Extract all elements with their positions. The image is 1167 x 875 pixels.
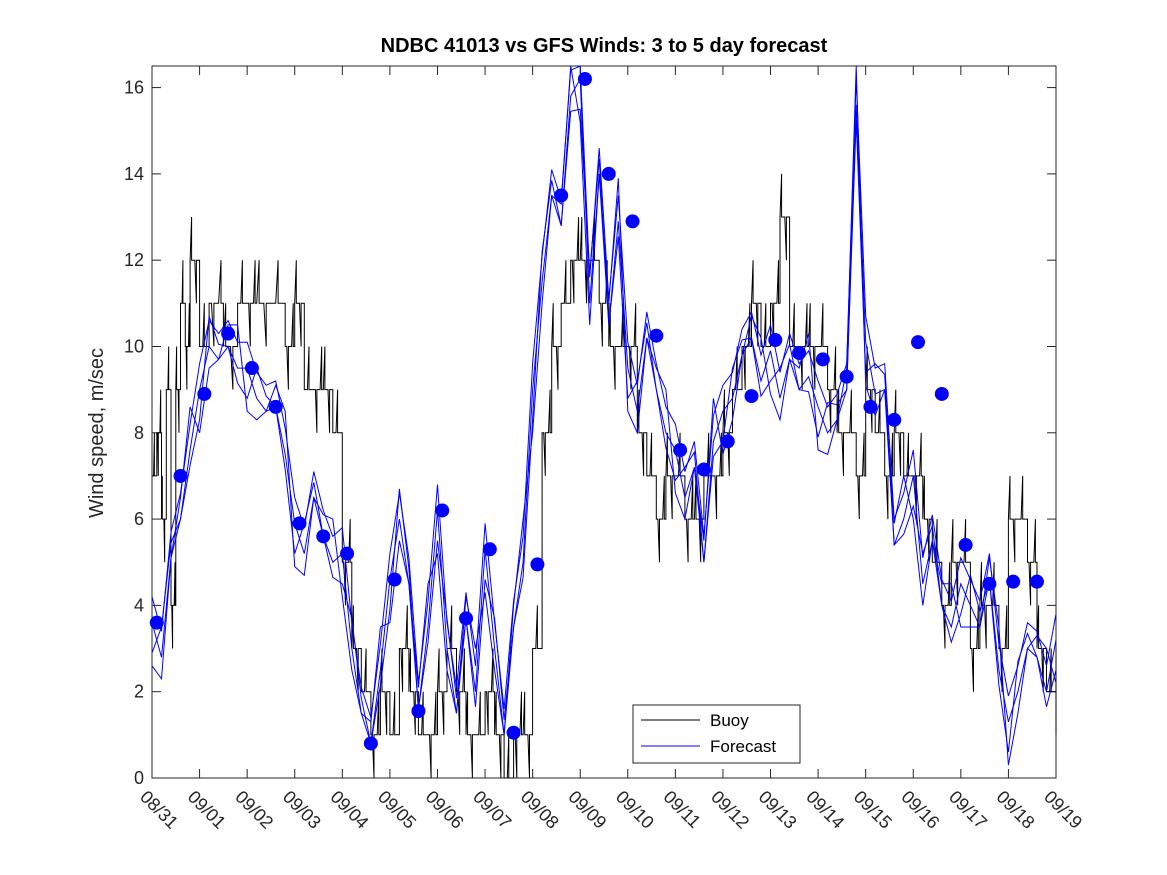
series-lines — [151, 65, 1057, 779]
x-tick-label: 09/13 — [755, 787, 801, 833]
x-tick-label: 09/12 — [707, 787, 753, 833]
y-tick-label: 0 — [134, 768, 144, 788]
forecast-marker — [149, 615, 164, 630]
forecast-marker — [792, 345, 807, 360]
plot-area — [151, 65, 1057, 779]
forecast-line — [151, 65, 1057, 766]
x-tick-label: 09/09 — [564, 787, 610, 833]
forecast-marker — [696, 462, 711, 477]
forecast-marker — [1006, 574, 1021, 589]
x-tick-label: 09/02 — [231, 787, 277, 833]
forecast-marker — [911, 335, 926, 350]
forecast-marker — [244, 361, 259, 376]
forecast-marker — [720, 434, 735, 449]
forecast-marker — [435, 503, 450, 518]
forecast-marker — [673, 443, 688, 458]
forecast-marker — [744, 389, 759, 404]
chart-title: NDBC 41013 vs GFS Winds: 3 to 5 day fore… — [381, 35, 828, 57]
buoy-line — [152, 173, 1057, 779]
forecast-marker — [958, 537, 973, 552]
forecast-line — [151, 108, 1057, 753]
x-tick-label: 09/05 — [374, 787, 420, 833]
forecast-marker — [221, 326, 236, 341]
legend: Buoy Forecast — [632, 704, 801, 764]
y-axis-ticks: 0 2 4 6 8 10 12 14 16 — [124, 78, 1056, 788]
forecast-marker — [577, 71, 592, 86]
forecast-marker — [887, 412, 902, 427]
x-tick-label: 09/17 — [945, 787, 991, 833]
forecast-marker — [839, 369, 854, 384]
forecast-marker — [268, 399, 283, 414]
forecast-marker — [554, 188, 569, 203]
forecast-line — [151, 65, 1057, 718]
x-tick-label: 09/15 — [850, 787, 896, 833]
y-tick-label: 4 — [134, 595, 144, 615]
y-tick-label: 14 — [124, 164, 144, 184]
x-tick-label: 09/10 — [612, 787, 658, 833]
forecast-marker — [530, 557, 545, 572]
y-tick-label: 12 — [124, 250, 144, 270]
y-tick-label: 6 — [134, 509, 144, 529]
forecast-marker — [340, 546, 355, 561]
x-tick-label: 08/31 — [136, 787, 182, 833]
forecast-marker — [601, 166, 616, 181]
x-tick-label: 09/06 — [422, 787, 468, 833]
forecast-marker — [934, 386, 949, 401]
x-tick-label: 09/01 — [184, 787, 230, 833]
x-tick-label: 09/14 — [802, 787, 848, 833]
forecast-marker — [863, 399, 878, 414]
x-tick-label: 09/16 — [897, 787, 943, 833]
forecast-marker — [197, 386, 212, 401]
legend-label-buoy: Buoy — [710, 711, 749, 730]
x-tick-label: 09/19 — [1040, 787, 1086, 833]
y-tick-label: 8 — [134, 423, 144, 443]
y-tick-label: 10 — [124, 336, 144, 356]
x-axis-ticks: 08/31 09/01 09/02 09/03 09/04 09/05 09/06 09/07… — [136, 66, 1086, 833]
forecast-marker — [173, 468, 188, 483]
legend-box — [632, 704, 801, 764]
forecast-marker — [292, 516, 307, 531]
forecast-marker — [411, 704, 426, 719]
y-tick-label: 16 — [124, 78, 144, 98]
x-tick-label: 09/04 — [326, 787, 372, 833]
forecast-marker — [1029, 574, 1044, 589]
y-tick-label: 2 — [134, 682, 144, 702]
forecast-marker — [815, 352, 830, 367]
forecast-markers — [149, 71, 1044, 751]
forecast-marker — [363, 736, 378, 751]
x-tick-label: 09/07 — [469, 787, 515, 833]
forecast-marker — [316, 529, 331, 544]
forecast-marker — [482, 542, 497, 557]
forecast-marker — [506, 725, 521, 740]
legend-label-forecast: Forecast — [710, 737, 776, 756]
x-tick-label: 09/08 — [517, 787, 563, 833]
forecast-marker — [387, 572, 402, 587]
y-axis-label: Wind speed, m/sec — [86, 348, 108, 518]
forecast-marker — [649, 328, 664, 343]
forecast-marker — [982, 576, 997, 591]
x-tick-label: 09/11 — [660, 787, 705, 832]
forecast-marker — [768, 333, 783, 348]
forecast-marker — [459, 611, 474, 626]
forecast-marker — [625, 214, 640, 229]
x-tick-label: 09/18 — [993, 787, 1039, 833]
x-tick-label: 09/03 — [279, 787, 325, 833]
